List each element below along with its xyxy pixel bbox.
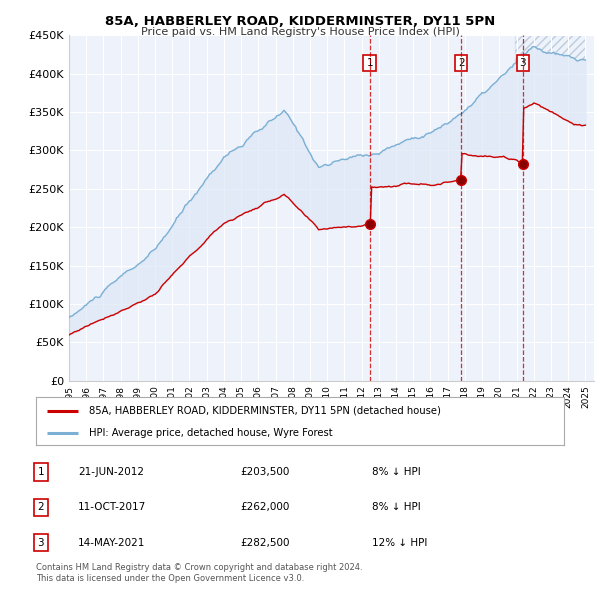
Text: 1: 1: [367, 58, 373, 68]
Text: 21-JUN-2012: 21-JUN-2012: [78, 467, 144, 477]
Text: 3: 3: [520, 58, 526, 68]
Text: HPI: Average price, detached house, Wyre Forest: HPI: Average price, detached house, Wyre…: [89, 428, 332, 438]
Text: 8% ↓ HPI: 8% ↓ HPI: [372, 467, 421, 477]
Text: Price paid vs. HM Land Registry's House Price Index (HPI): Price paid vs. HM Land Registry's House …: [140, 27, 460, 37]
Text: 3: 3: [37, 538, 44, 548]
Text: 8% ↓ HPI: 8% ↓ HPI: [372, 503, 421, 512]
Text: £203,500: £203,500: [240, 467, 289, 477]
Text: This data is licensed under the Open Government Licence v3.0.: This data is licensed under the Open Gov…: [36, 574, 304, 583]
Text: £262,000: £262,000: [240, 503, 289, 512]
Text: £282,500: £282,500: [240, 538, 290, 548]
Text: 11-OCT-2017: 11-OCT-2017: [78, 503, 146, 512]
Text: 1: 1: [37, 467, 44, 477]
Text: 2: 2: [37, 503, 44, 512]
Text: 12% ↓ HPI: 12% ↓ HPI: [372, 538, 427, 548]
Text: Contains HM Land Registry data © Crown copyright and database right 2024.: Contains HM Land Registry data © Crown c…: [36, 563, 362, 572]
Text: 2: 2: [458, 58, 464, 68]
Text: 85A, HABBERLEY ROAD, KIDDERMINSTER, DY11 5PN: 85A, HABBERLEY ROAD, KIDDERMINSTER, DY11…: [105, 15, 495, 28]
Text: 85A, HABBERLEY ROAD, KIDDERMINSTER, DY11 5PN (detached house): 85A, HABBERLEY ROAD, KIDDERMINSTER, DY11…: [89, 405, 440, 415]
Text: 14-MAY-2021: 14-MAY-2021: [78, 538, 145, 548]
